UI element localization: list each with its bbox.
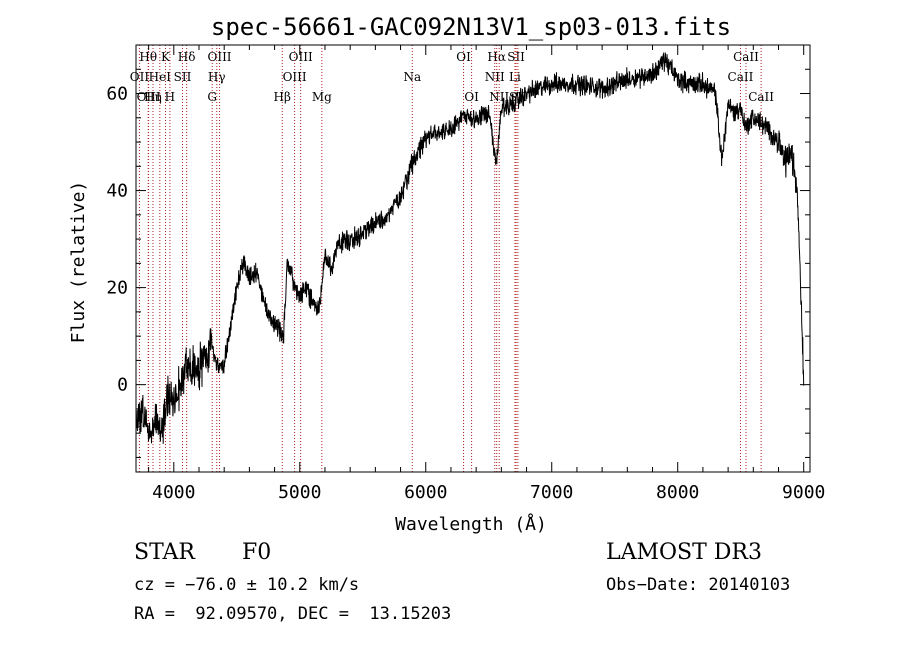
line-label: OIII: [289, 50, 313, 64]
survey-name: LAMOST DR3: [606, 540, 762, 565]
chart-title: spec-56661-GAC092N13V1_sp03-013.fits: [211, 13, 731, 41]
x-axis-label: Wavelength (Å): [395, 513, 547, 535]
line-label: HeI: [149, 70, 172, 84]
x-tick-label: 6000: [404, 482, 447, 503]
line-label: Na: [403, 70, 421, 84]
line-label: Hα: [487, 50, 506, 64]
x-tick-label: 8000: [656, 482, 699, 503]
line-label: NII: [485, 70, 505, 84]
y-axis-label: Flux (relative): [68, 181, 89, 344]
line-label: NII: [489, 90, 509, 104]
line-label: SII: [507, 50, 525, 64]
line-label: OII: [130, 70, 150, 84]
line-label: K: [161, 50, 171, 64]
line-label: OI: [464, 90, 479, 104]
line-label: CaII: [748, 90, 774, 104]
flux-series-line: [135, 52, 805, 444]
sky-coordinates: RA = 92.09570, DEC = 13.15203: [134, 604, 452, 624]
line-label: Hγ: [208, 70, 226, 84]
y-tick-label: 60: [106, 84, 128, 105]
observation-date: Obs−Date: 20140103: [606, 575, 791, 595]
y-tick-label: 0: [117, 375, 128, 396]
y-tick-label: 40: [106, 181, 128, 202]
line-label: CaII: [728, 70, 754, 84]
x-tick-label: 4000: [152, 482, 195, 503]
line-label: Mg: [312, 90, 332, 104]
object-class: STAR: [134, 540, 195, 565]
line-label: OIII: [283, 70, 307, 84]
x-tick-label: 5000: [278, 482, 321, 503]
object-subclass: F0: [242, 540, 272, 565]
line-label: Hη: [144, 90, 162, 104]
spectral-lines: HθOIIOIIIHηKHeIHHδSIIOIIIHγGHβOIIIOIIIMg…: [130, 45, 774, 472]
x-tick-label: 9000: [782, 482, 825, 503]
line-label: Hδ: [178, 50, 196, 64]
line-label: OIII: [207, 50, 231, 64]
y-tick-label: 20: [106, 278, 128, 299]
line-label: Hβ: [274, 90, 291, 104]
line-label: Li: [509, 70, 521, 84]
x-tick-label: 7000: [530, 482, 573, 503]
line-label: G: [207, 90, 217, 104]
line-label: CaII: [733, 50, 759, 64]
axes: 4000 5000 6000 7000 8000 9000 0 20 40 60: [106, 44, 825, 503]
plot-frame: [135, 44, 811, 473]
line-label: H: [165, 90, 175, 104]
line-label: SII: [174, 70, 192, 84]
redshift-readout: cz = −76.0 ± 10.2 km/s: [134, 575, 360, 595]
line-label: OI: [456, 50, 471, 64]
